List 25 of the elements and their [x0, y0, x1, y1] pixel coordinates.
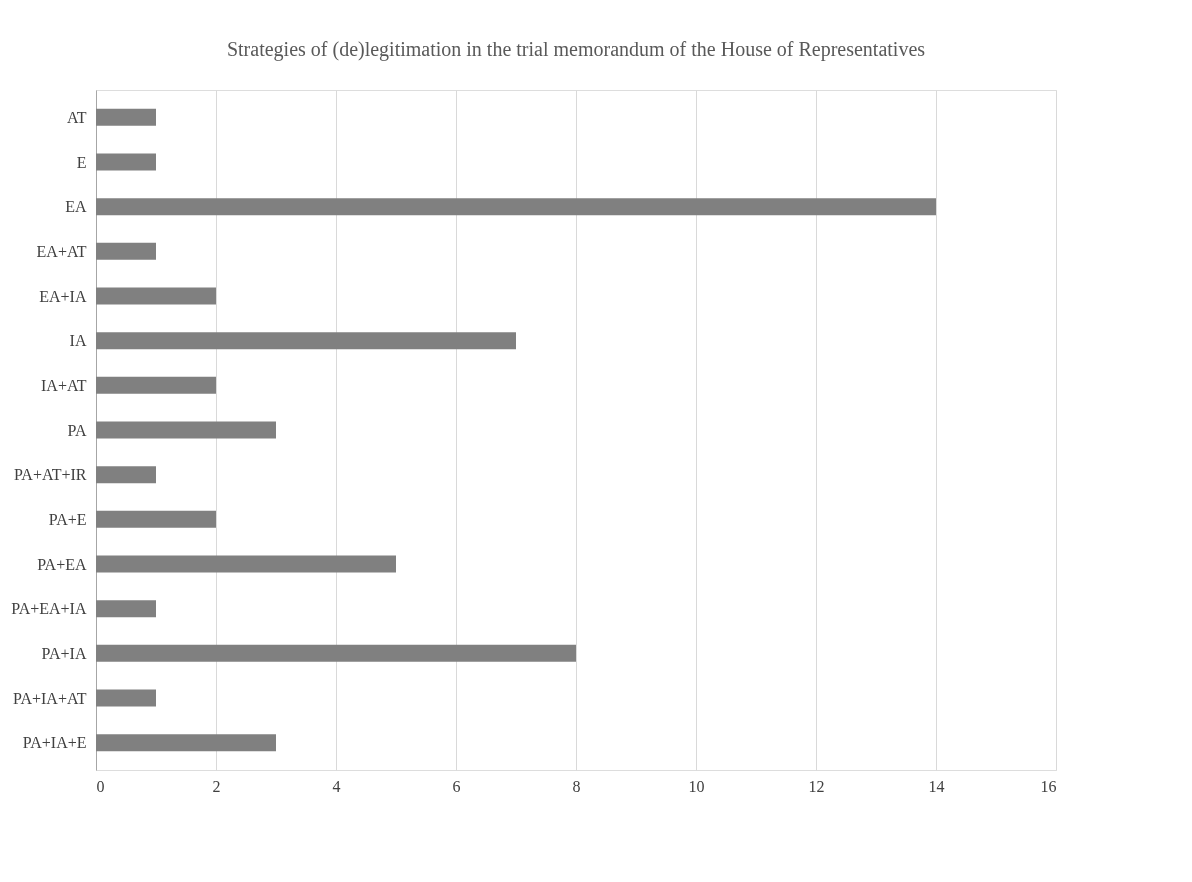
y-tick-label: EA+AT — [36, 242, 87, 260]
x-tick-label: 10 — [688, 777, 705, 795]
x-tick-label: 12 — [808, 777, 825, 795]
y-tick-label: EA+IA — [39, 287, 87, 305]
x-tick-label: 8 — [572, 777, 581, 795]
y-tick-label: PA+IA+AT — [13, 689, 87, 707]
y-tick-label: PA+AT+IR — [13, 466, 87, 484]
x-tick-label: 4 — [332, 777, 341, 795]
chart-title: Strategies of (de)legitimation in the trial memorandum of the House of Representatives — [226, 38, 926, 61]
x-tick-label: 2 — [212, 777, 221, 795]
y-tick-label: PA+EA — [37, 555, 87, 573]
y-tick-label: EA — [65, 198, 87, 216]
y-tick-label: PA+E — [48, 510, 87, 528]
y-tick-label: PA+EA+IA — [11, 600, 87, 618]
y-tick-label: PA — [67, 421, 87, 439]
y-tick-label: PA+IA — [41, 644, 87, 662]
y-tick-label: E — [76, 153, 87, 171]
y-tick-label: IA — [69, 332, 87, 350]
x-tick-label: 16 — [1040, 777, 1057, 795]
y-tick-label: IA+AT — [41, 376, 87, 394]
x-tick-label: 14 — [928, 777, 945, 795]
x-tick-label: 6 — [452, 777, 461, 795]
y-tick-label: AT — [66, 108, 87, 126]
y-tick-label: PA+IA+E — [22, 734, 87, 752]
x-tick-label: 0 — [96, 777, 105, 795]
